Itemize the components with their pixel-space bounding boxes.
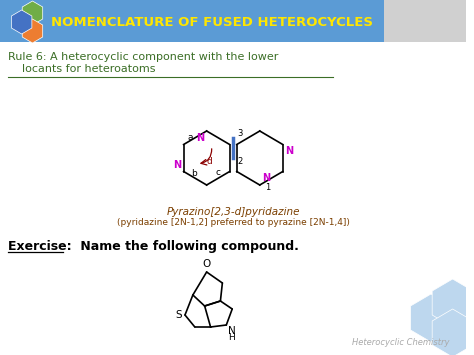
Text: Pyrazino[2,3-d]pyridazine: Pyrazino[2,3-d]pyridazine bbox=[166, 207, 300, 217]
Text: Heterocyclic Chemistry: Heterocyclic Chemistry bbox=[352, 338, 450, 347]
Text: O: O bbox=[202, 259, 211, 269]
Text: N: N bbox=[197, 133, 205, 143]
Text: d: d bbox=[207, 158, 212, 166]
Text: N: N bbox=[173, 159, 182, 169]
Text: (pyridazine [2N-1,2] preferred to pyrazine [2N-1,4]): (pyridazine [2N-1,2] preferred to pyrazi… bbox=[117, 218, 350, 227]
Text: H: H bbox=[228, 333, 235, 342]
Polygon shape bbox=[22, 1, 43, 25]
Text: locants for heteroatoms: locants for heteroatoms bbox=[8, 64, 155, 74]
Polygon shape bbox=[22, 19, 43, 43]
Text: Rule 6: A heterocyclic component with the lower: Rule 6: A heterocyclic component with th… bbox=[8, 52, 278, 62]
Text: a: a bbox=[187, 133, 193, 142]
Polygon shape bbox=[432, 279, 473, 327]
Polygon shape bbox=[11, 10, 32, 34]
Polygon shape bbox=[432, 309, 473, 355]
Text: b: b bbox=[191, 169, 197, 178]
Text: NOMENCLATURE OF FUSED HETEROCYCLES: NOMENCLATURE OF FUSED HETEROCYCLES bbox=[51, 16, 373, 28]
Polygon shape bbox=[410, 294, 451, 342]
FancyBboxPatch shape bbox=[0, 0, 466, 42]
Text: S: S bbox=[175, 310, 182, 320]
Text: N: N bbox=[285, 147, 293, 157]
Text: Exercise:  Name the following compound.: Exercise: Name the following compound. bbox=[8, 240, 299, 253]
FancyBboxPatch shape bbox=[384, 0, 466, 42]
Text: 1: 1 bbox=[264, 182, 270, 191]
Text: 2: 2 bbox=[237, 158, 242, 166]
Text: 3: 3 bbox=[237, 129, 243, 138]
Text: c: c bbox=[216, 168, 220, 177]
Text: N: N bbox=[262, 173, 270, 183]
Text: N: N bbox=[228, 326, 236, 336]
